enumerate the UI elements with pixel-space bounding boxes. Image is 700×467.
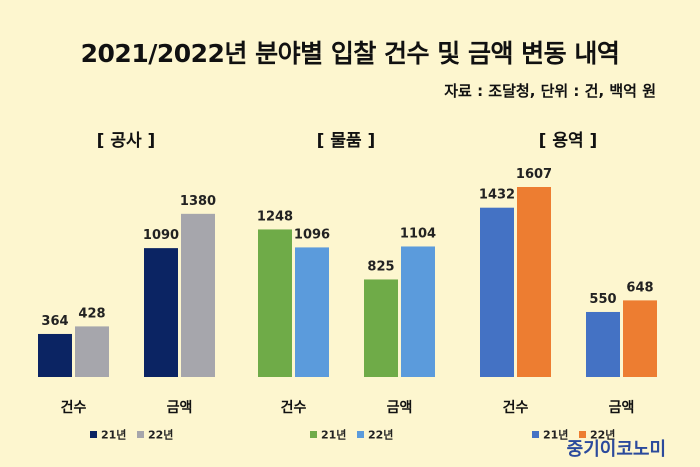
category-label-0-1: 금액 (167, 399, 193, 416)
data-label-0-0-1: 428 (78, 306, 105, 321)
bar-0-0-0 (38, 333, 72, 377)
data-label-0-0-0: 364 (41, 314, 68, 329)
bar-2-0-0 (480, 207, 514, 377)
category-label-1-0: 건수 (281, 399, 307, 416)
bar-0-1-1 (181, 213, 215, 377)
panel-title-2: [ 용역 ] (539, 131, 598, 151)
bar-1-1-0 (364, 279, 398, 377)
panel-title-0: [ 공사 ] (97, 131, 156, 151)
category-label-0-0: 건수 (61, 399, 87, 416)
category-label-2-0: 건수 (503, 399, 529, 416)
bar-1-1-1 (401, 246, 435, 377)
chart-title: 2021/2022년 분야별 입찰 건수 및 금액 변동 내역 (80, 39, 620, 68)
bar-2-0-1 (517, 187, 551, 377)
data-label-0-1-0: 1090 (143, 228, 179, 243)
legend-label-0-1: 22년 (148, 428, 173, 442)
bar-1-0-0 (258, 229, 292, 377)
panel-title-1: [ 물품 ] (317, 131, 376, 151)
legend-label-0-0: 21년 (101, 428, 126, 442)
legend-swatch-0-0 (90, 431, 97, 438)
data-label-0-1-1: 1380 (180, 194, 216, 209)
data-label-1-1-0: 825 (367, 259, 394, 274)
data-label-2-1-1: 648 (626, 280, 653, 295)
legend-swatch-1-0 (310, 431, 317, 438)
source-note: 자료 : 조달청, 단위 : 건, 백억 원 (444, 82, 656, 100)
category-label-2-1: 금액 (609, 399, 635, 416)
data-label-1-1-1: 1104 (400, 226, 436, 241)
bar-2-1-1 (623, 300, 657, 377)
legend-label-1-1: 22년 (368, 428, 393, 442)
legend-swatch-2-1 (579, 431, 586, 438)
bar-0-0-1 (75, 326, 109, 377)
data-label-1-0-0: 1248 (257, 209, 293, 224)
data-label-2-0-0: 1432 (479, 188, 515, 203)
data-label-1-0-1: 1096 (294, 227, 330, 242)
data-label-2-0-1: 1607 (516, 167, 552, 182)
bar-2-1-0 (586, 311, 620, 377)
legend-label-2-1: 22년 (590, 428, 615, 442)
brand-logo-text: 중기이코노미 (566, 439, 666, 460)
legend-swatch-1-1 (357, 431, 364, 438)
legend-label-1-0: 21년 (321, 428, 346, 442)
legend-label-2-0: 21년 (543, 428, 568, 442)
bar-0-1-0 (144, 248, 178, 377)
category-label-1-1: 금액 (387, 399, 413, 416)
legend-swatch-0-1 (137, 431, 144, 438)
bar-1-0-1 (295, 247, 329, 377)
data-label-2-1-0: 550 (589, 292, 616, 307)
legend-swatch-2-0 (532, 431, 539, 438)
